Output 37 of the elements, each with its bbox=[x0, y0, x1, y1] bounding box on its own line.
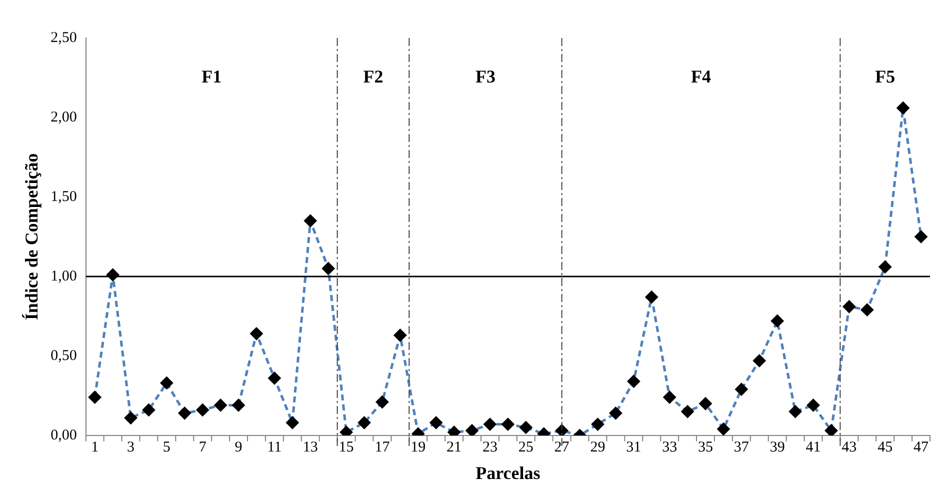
x-tick-label: 45 bbox=[878, 439, 893, 456]
x-tick-label: 27 bbox=[554, 439, 570, 456]
x-tick-label: 5 bbox=[162, 439, 170, 456]
x-tick-label: 25 bbox=[518, 439, 534, 456]
annotation: F3 bbox=[475, 66, 496, 86]
x-tick-label: 37 bbox=[734, 439, 750, 456]
x-tick-label: 19 bbox=[410, 439, 426, 456]
annotation: F2 bbox=[363, 66, 384, 86]
x-tick-label: 3 bbox=[127, 439, 134, 456]
x-tick-label: 39 bbox=[770, 439, 785, 456]
y-tick-label: 2,00 bbox=[50, 109, 77, 126]
annotation: F1 bbox=[202, 66, 222, 86]
x-tick-label: 33 bbox=[662, 439, 678, 456]
annotation: F5 bbox=[875, 66, 896, 86]
x-tick-label: 11 bbox=[267, 439, 282, 456]
x-axis-title: Parcelas bbox=[476, 462, 540, 483]
y-tick-label: 0,00 bbox=[50, 427, 77, 444]
y-tick-label: 0,50 bbox=[50, 348, 77, 364]
x-tick-label: 13 bbox=[302, 439, 318, 456]
x-tick-label: 31 bbox=[626, 439, 642, 456]
annotation: F4 bbox=[691, 66, 711, 86]
x-tick-label: 17 bbox=[374, 439, 390, 456]
x-tick-label: 23 bbox=[482, 439, 498, 456]
x-tick-label: 35 bbox=[698, 439, 713, 456]
x-tick-label: 15 bbox=[338, 439, 354, 456]
y-tick-label: 1,50 bbox=[50, 188, 77, 205]
x-tick-label: 43 bbox=[842, 439, 857, 456]
y-tick-label: 2,50 bbox=[50, 30, 77, 46]
x-tick-label: 7 bbox=[198, 439, 207, 456]
y-axis-title: Índice de Competição bbox=[21, 153, 42, 320]
x-tick-label: 1 bbox=[91, 439, 99, 456]
x-tick-label: 41 bbox=[806, 439, 821, 456]
x-tick-label: 9 bbox=[234, 439, 242, 456]
x-tick-label: 47 bbox=[914, 439, 930, 456]
y-tick-label: 1,00 bbox=[50, 268, 77, 284]
x-tick-label: 29 bbox=[590, 439, 606, 456]
x-tick-label: 21 bbox=[446, 439, 462, 456]
